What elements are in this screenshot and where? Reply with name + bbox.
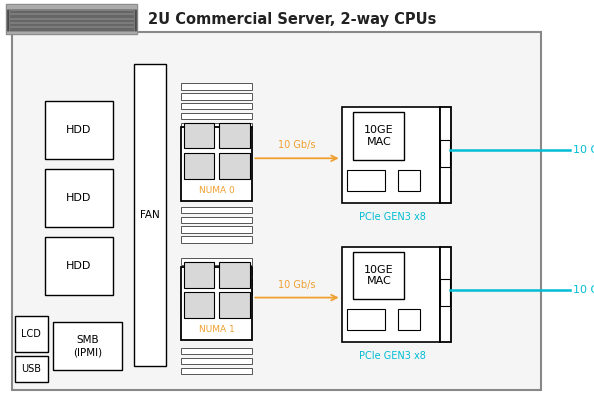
FancyBboxPatch shape bbox=[440, 107, 451, 203]
FancyBboxPatch shape bbox=[181, 127, 252, 201]
Text: 10 GbE: 10 GbE bbox=[573, 145, 594, 156]
FancyBboxPatch shape bbox=[9, 23, 134, 26]
Text: FAN: FAN bbox=[140, 210, 160, 220]
FancyBboxPatch shape bbox=[440, 140, 450, 167]
FancyBboxPatch shape bbox=[181, 288, 252, 295]
FancyBboxPatch shape bbox=[399, 170, 420, 191]
FancyBboxPatch shape bbox=[181, 217, 252, 223]
FancyBboxPatch shape bbox=[184, 293, 214, 318]
FancyBboxPatch shape bbox=[342, 107, 440, 203]
FancyBboxPatch shape bbox=[181, 268, 252, 275]
FancyBboxPatch shape bbox=[181, 236, 252, 243]
Text: 10GE
MAC: 10GE MAC bbox=[364, 265, 394, 286]
FancyBboxPatch shape bbox=[45, 237, 113, 295]
FancyBboxPatch shape bbox=[184, 262, 214, 288]
FancyBboxPatch shape bbox=[181, 348, 252, 354]
Text: 10 Gb/s: 10 Gb/s bbox=[278, 280, 316, 290]
FancyBboxPatch shape bbox=[181, 258, 252, 265]
FancyBboxPatch shape bbox=[399, 309, 420, 330]
FancyBboxPatch shape bbox=[45, 101, 113, 159]
FancyBboxPatch shape bbox=[181, 113, 252, 119]
FancyBboxPatch shape bbox=[440, 247, 451, 342]
Text: HDD: HDD bbox=[66, 261, 91, 271]
FancyBboxPatch shape bbox=[6, 4, 137, 34]
FancyBboxPatch shape bbox=[181, 123, 252, 129]
FancyBboxPatch shape bbox=[219, 262, 250, 288]
FancyBboxPatch shape bbox=[181, 226, 252, 233]
FancyBboxPatch shape bbox=[53, 322, 122, 370]
Text: PCIe GEN3 x8: PCIe GEN3 x8 bbox=[359, 212, 425, 222]
FancyBboxPatch shape bbox=[9, 14, 134, 18]
Text: HDD: HDD bbox=[66, 193, 91, 203]
FancyBboxPatch shape bbox=[347, 309, 385, 330]
Text: NUMA 1: NUMA 1 bbox=[199, 326, 235, 334]
Text: PCIe GEN3 x8: PCIe GEN3 x8 bbox=[359, 351, 425, 361]
FancyBboxPatch shape bbox=[45, 169, 113, 227]
FancyBboxPatch shape bbox=[15, 356, 48, 382]
FancyBboxPatch shape bbox=[181, 103, 252, 109]
Text: USB: USB bbox=[21, 364, 41, 374]
FancyBboxPatch shape bbox=[219, 293, 250, 318]
FancyBboxPatch shape bbox=[6, 31, 137, 34]
FancyBboxPatch shape bbox=[353, 252, 405, 299]
Text: NUMA 0: NUMA 0 bbox=[199, 186, 235, 195]
FancyBboxPatch shape bbox=[184, 153, 214, 179]
FancyBboxPatch shape bbox=[181, 368, 252, 374]
Text: 10 GbE: 10 GbE bbox=[573, 285, 594, 295]
Text: 10GE
MAC: 10GE MAC bbox=[364, 125, 394, 147]
FancyBboxPatch shape bbox=[181, 207, 252, 213]
Text: SMB
(IPMI): SMB (IPMI) bbox=[73, 336, 102, 357]
Text: LCD: LCD bbox=[21, 329, 41, 339]
Text: 10 Gb/s: 10 Gb/s bbox=[278, 140, 316, 150]
FancyBboxPatch shape bbox=[9, 19, 134, 22]
FancyBboxPatch shape bbox=[181, 278, 252, 285]
FancyBboxPatch shape bbox=[6, 4, 137, 9]
FancyBboxPatch shape bbox=[134, 64, 166, 366]
FancyBboxPatch shape bbox=[12, 32, 541, 390]
FancyBboxPatch shape bbox=[9, 27, 134, 31]
FancyBboxPatch shape bbox=[219, 123, 250, 148]
FancyBboxPatch shape bbox=[342, 247, 440, 342]
FancyBboxPatch shape bbox=[181, 358, 252, 364]
Text: 2U Commercial Server, 2-way CPUs: 2U Commercial Server, 2-way CPUs bbox=[148, 12, 437, 27]
FancyBboxPatch shape bbox=[15, 316, 48, 352]
FancyBboxPatch shape bbox=[181, 267, 252, 340]
FancyBboxPatch shape bbox=[347, 170, 385, 191]
FancyBboxPatch shape bbox=[9, 10, 134, 13]
FancyBboxPatch shape bbox=[440, 279, 450, 306]
FancyBboxPatch shape bbox=[181, 93, 252, 100]
FancyBboxPatch shape bbox=[353, 112, 405, 160]
Text: HDD: HDD bbox=[66, 125, 91, 135]
FancyBboxPatch shape bbox=[219, 153, 250, 179]
FancyBboxPatch shape bbox=[181, 83, 252, 90]
FancyBboxPatch shape bbox=[184, 123, 214, 148]
